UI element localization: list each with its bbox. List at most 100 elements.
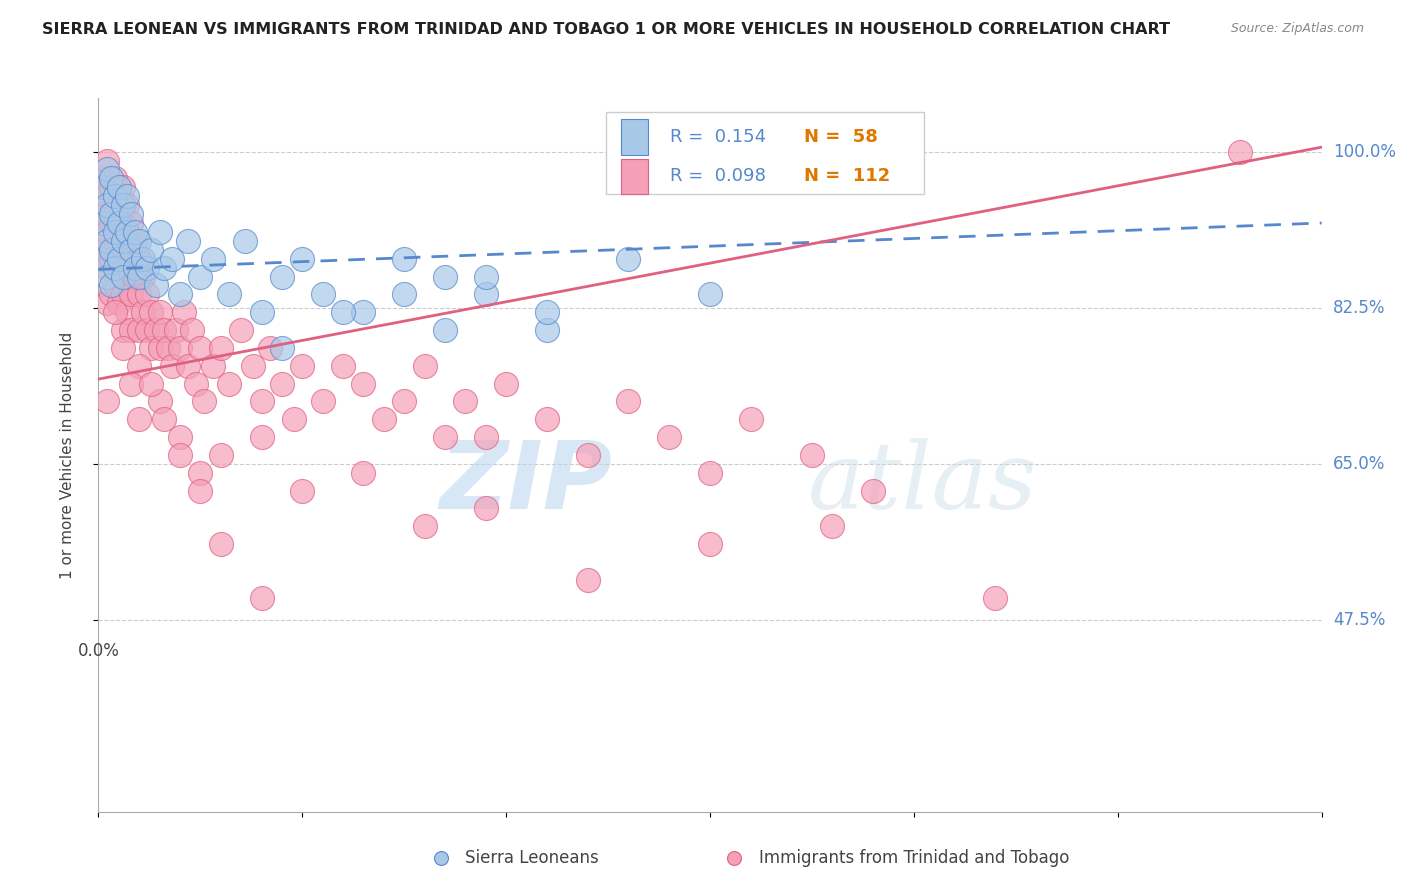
Point	[801, 448, 824, 462]
Point	[250, 394, 273, 409]
Point	[617, 252, 640, 266]
Point	[413, 359, 436, 373]
Point	[141, 243, 163, 257]
Point	[536, 305, 558, 319]
Point	[96, 296, 118, 310]
Point	[536, 412, 558, 426]
Point	[188, 466, 212, 480]
Point	[108, 189, 131, 203]
Point	[352, 376, 374, 391]
Point	[91, 207, 114, 221]
Point	[100, 216, 122, 230]
Point	[193, 394, 215, 409]
Point	[128, 252, 150, 266]
Point	[96, 189, 118, 203]
Point	[128, 269, 150, 284]
Point	[291, 252, 314, 266]
Point	[115, 198, 138, 212]
Point	[312, 394, 335, 409]
Point	[132, 252, 155, 266]
Point	[218, 287, 240, 301]
Point	[188, 269, 212, 284]
Point	[149, 341, 172, 355]
Point	[156, 341, 179, 355]
Point	[96, 234, 118, 248]
Point	[120, 216, 142, 230]
Point	[169, 341, 191, 355]
Text: 82.5%: 82.5%	[1333, 299, 1385, 317]
Point	[270, 376, 294, 391]
Point	[104, 207, 127, 221]
Point	[104, 278, 127, 293]
Point	[132, 305, 155, 319]
Point	[392, 394, 416, 409]
Point	[152, 323, 174, 337]
Text: N =  58: N = 58	[804, 128, 879, 146]
Point	[96, 225, 118, 239]
Point	[821, 519, 844, 533]
Point	[250, 591, 273, 605]
Point	[617, 394, 640, 409]
Point	[250, 430, 273, 444]
Point	[136, 260, 159, 275]
Point	[104, 189, 127, 203]
Point	[434, 430, 457, 444]
Point	[145, 278, 167, 293]
Point	[124, 225, 146, 239]
Point	[181, 323, 204, 337]
Point	[108, 260, 131, 275]
Point	[209, 341, 232, 355]
Text: N =  112: N = 112	[804, 168, 890, 186]
Text: 47.5%: 47.5%	[1333, 611, 1385, 629]
Point	[152, 412, 174, 426]
Point	[108, 216, 131, 230]
Point	[132, 269, 155, 284]
Point	[169, 430, 191, 444]
Point	[242, 359, 264, 373]
Point	[91, 243, 114, 257]
Point	[173, 305, 195, 319]
Point	[100, 243, 122, 257]
Point	[120, 287, 142, 301]
Point	[120, 243, 142, 257]
Point	[104, 260, 127, 275]
Point	[474, 501, 498, 516]
Point	[740, 412, 762, 426]
Point	[115, 305, 138, 319]
Point	[218, 376, 240, 391]
Point	[115, 269, 138, 284]
Point	[108, 180, 131, 194]
Point	[96, 260, 118, 275]
Point	[149, 305, 172, 319]
Point	[124, 234, 146, 248]
Text: ZIP: ZIP	[439, 437, 612, 530]
Point	[100, 180, 122, 194]
Point	[177, 234, 200, 248]
Point	[111, 198, 134, 212]
Point	[169, 448, 191, 462]
Point	[111, 234, 134, 248]
Point	[104, 243, 127, 257]
Point	[576, 573, 599, 587]
Point	[111, 269, 134, 284]
Point	[96, 162, 118, 177]
Point	[392, 252, 416, 266]
Text: 65.0%: 65.0%	[1333, 455, 1385, 473]
Point	[188, 341, 212, 355]
Point	[145, 323, 167, 337]
Point	[165, 323, 187, 337]
Point	[100, 278, 122, 293]
Point	[1229, 145, 1251, 159]
Point	[413, 519, 436, 533]
Point	[474, 430, 498, 444]
Point	[128, 359, 150, 373]
Point	[160, 252, 183, 266]
Point	[104, 305, 127, 319]
Point	[104, 171, 127, 186]
Point	[120, 252, 142, 266]
Point	[270, 341, 294, 355]
Point	[124, 269, 146, 284]
Point	[699, 287, 721, 301]
Text: R =  0.098: R = 0.098	[669, 168, 765, 186]
Point	[108, 225, 131, 239]
